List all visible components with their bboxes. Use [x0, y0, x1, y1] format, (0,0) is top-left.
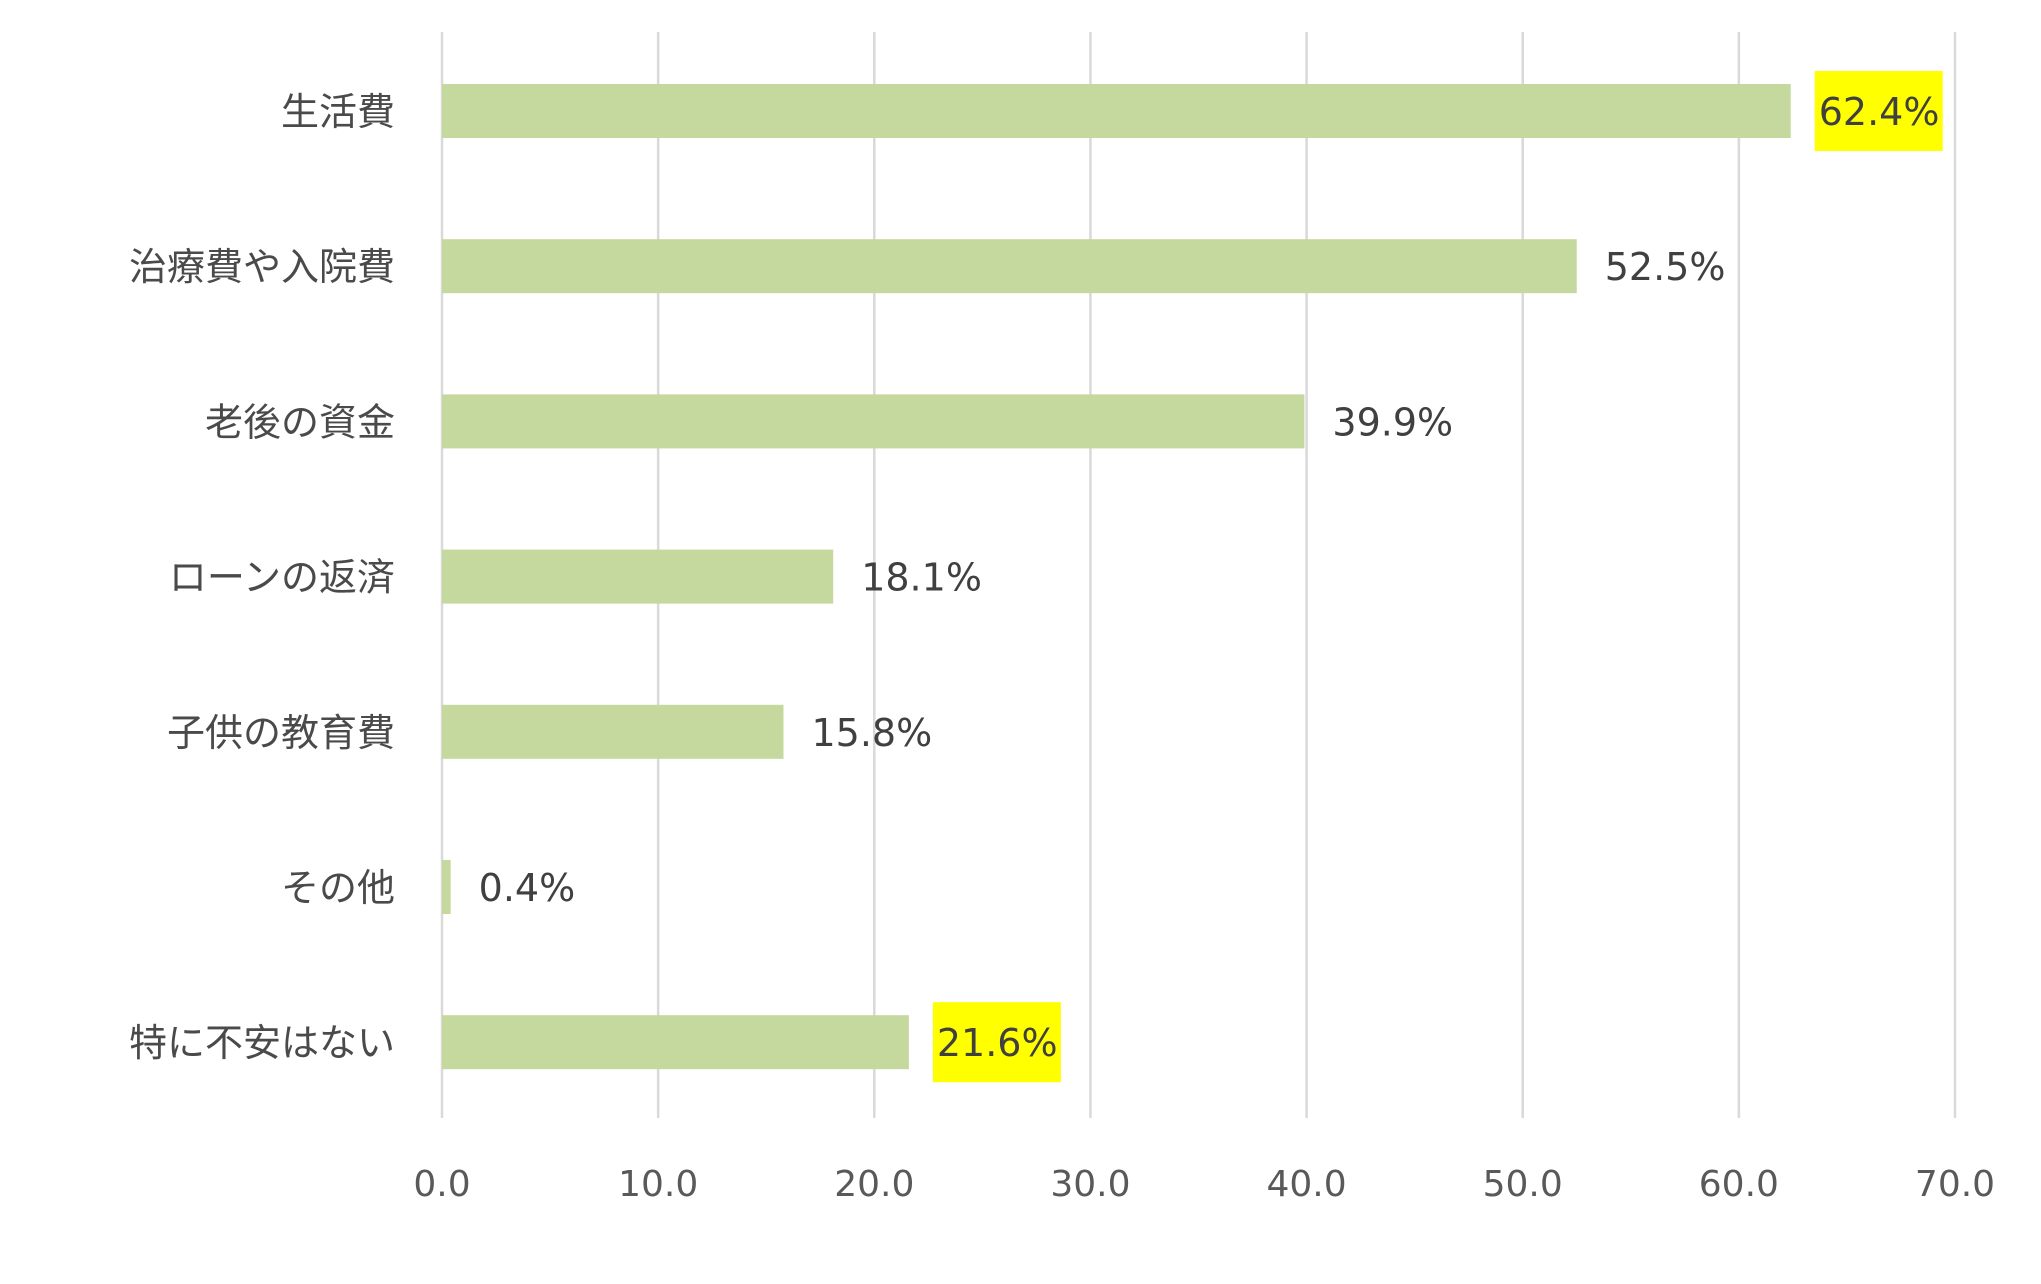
data-label-highlight: [1814, 71, 1943, 151]
bar: [442, 1015, 909, 1070]
x-tick-label: 10.0: [618, 1164, 698, 1205]
bar: [442, 860, 451, 914]
bar: [442, 394, 1305, 449]
x-tick-label: 0.0: [413, 1164, 470, 1205]
x-tick-label: 40.0: [1266, 1164, 1346, 1205]
gridlines: [440, 32, 1957, 1118]
data-label: 39.9%: [1332, 400, 1453, 444]
x-axis-tick-labels: 0.0 10.0 20.0 30.0 40.0 50.0 60.0 70.0: [413, 1164, 1995, 1205]
data-label-highlight: [932, 1002, 1061, 1083]
category-label: その他: [281, 866, 395, 910]
category-label: 特に不安はない: [129, 1021, 395, 1065]
category-label: ローンの返済: [169, 556, 395, 600]
data-label: 21.6%: [937, 1021, 1058, 1065]
data-label: 52.5%: [1605, 245, 1726, 289]
category-label: 生活費: [281, 90, 395, 134]
x-tick-label: 30.0: [1050, 1164, 1130, 1205]
category-label: 治療費や入院費: [129, 245, 395, 289]
data-label: 15.8%: [812, 711, 933, 755]
data-label: 62.4%: [1819, 90, 1940, 134]
bar: [442, 84, 1791, 138]
category-label: 子供の教育費: [167, 711, 395, 755]
category-label: 老後の資金: [205, 400, 395, 444]
x-tick-label: 50.0: [1483, 1164, 1563, 1205]
data-label: 18.1%: [861, 556, 982, 600]
x-tick-label: 20.0: [834, 1164, 914, 1205]
bar: [442, 549, 834, 604]
x-tick-label: 60.0: [1699, 1164, 1779, 1205]
data-labels: 62.4% 52.5% 39.9% 18.1% 15.8% 0.4% 21.6%: [479, 71, 1943, 1083]
bar: [442, 704, 784, 759]
data-label: 0.4%: [479, 866, 576, 910]
bar: [442, 239, 1577, 294]
x-tick-label: 70.0: [1915, 1164, 1995, 1205]
bars: [442, 84, 1791, 1070]
